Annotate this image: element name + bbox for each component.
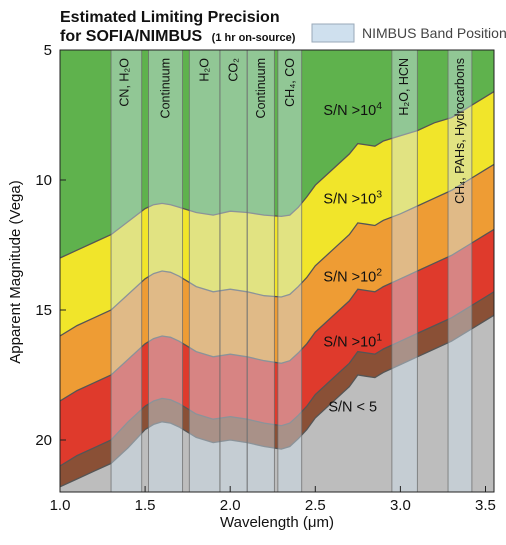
region-label-5: S/N < 5 — [328, 399, 377, 415]
boundary-line-1 — [60, 91, 494, 259]
x-tick-label: 2.0 — [220, 497, 241, 514]
band-column-6 — [277, 50, 303, 492]
axes: 1.0 1.5 2.0 2.5 3.0 3.5 5 10 15 20 — [35, 42, 496, 514]
region-label-3: S/N >102 — [323, 266, 382, 285]
region-label-1: S/N >104 — [323, 100, 382, 119]
plot-area — [60, 50, 494, 492]
boundary-line-3 — [60, 228, 494, 402]
x-tick-label: 1.5 — [135, 497, 156, 514]
boundary-line-4 — [60, 291, 494, 467]
region-sn-1e1 — [60, 229, 494, 466]
band-label-2: Continuum — [159, 58, 173, 118]
region-sn-1e3 — [60, 91, 494, 336]
band-column-2 — [148, 50, 184, 492]
band-column-8 — [447, 50, 473, 492]
band-label-6: CH₄, CO — [283, 58, 297, 107]
band-label-1: CN, H₂O — [118, 58, 132, 107]
region-sn-1e2 — [60, 164, 494, 401]
region-label-text: S/N < 5 — [328, 399, 377, 415]
band-column-4 — [219, 50, 248, 492]
y-axis-label: Apparent Magnitude (Vega) — [7, 180, 24, 363]
boundary-line-5 — [60, 314, 494, 488]
region-label-text: S/N >10 — [323, 269, 376, 285]
y-tick-label: 20 — [35, 432, 52, 449]
chart-subtitle-note: (1 hr on-source) — [212, 32, 296, 44]
region-sn-lt5 — [60, 315, 494, 492]
region-label-text: S/N >10 — [323, 334, 376, 350]
legend-swatch — [311, 23, 355, 43]
band-labels: CN, H₂O Continuum H₂O CO₂ Continuum CH₄, CO H₂… — [118, 58, 467, 204]
region-label-exponent: 1 — [376, 331, 382, 343]
region-label-text: S/N >10 — [323, 191, 376, 207]
region-label-exponent: 3 — [376, 188, 382, 200]
region-sn-1e4 — [60, 50, 494, 258]
region-label-exponent: 2 — [376, 266, 382, 278]
band-label-7: H₂O, HCN — [397, 58, 411, 116]
band-column-3 — [188, 50, 221, 492]
band-column-1 — [110, 50, 143, 492]
x-tick-label: 1.0 — [50, 497, 71, 514]
x-tick-label: 3.0 — [390, 497, 411, 514]
plot-frame — [59, 49, 495, 493]
boundary-line-2 — [60, 163, 494, 337]
band-label-5: Continuum — [254, 58, 268, 118]
chart-subtitle-line: for SOFIA/NIMBUS (1 hr on-source) — [60, 28, 296, 45]
region-label-2: S/N >103 — [323, 188, 382, 207]
y-tick-label: 10 — [35, 172, 52, 189]
chart-subtitle: for SOFIA/NIMBUS — [60, 28, 203, 45]
band-label-3: H₂O — [198, 58, 212, 82]
region-label-exponent: 4 — [376, 100, 382, 112]
band-label-8: CH₄, PAHs, Hydrocarbons — [453, 58, 467, 204]
band-column-7 — [391, 50, 418, 492]
region-label-4: S/N >101 — [323, 331, 382, 350]
chart-title: Estimated Limiting Precision — [60, 9, 280, 26]
x-tick-label: 2.5 — [305, 497, 326, 514]
x-axis-label: Wavelength (μm) — [220, 514, 334, 531]
band-column-5 — [246, 50, 275, 492]
region-label-text: S/N >10 — [323, 103, 376, 119]
y-tick-label: 15 — [35, 302, 52, 319]
legend-label: NIMBUS Band Positions — [362, 25, 506, 41]
x-tick-label: 3.5 — [475, 497, 496, 514]
y-tick-label: 5 — [44, 42, 52, 59]
band-label-4: CO₂ — [227, 58, 241, 82]
